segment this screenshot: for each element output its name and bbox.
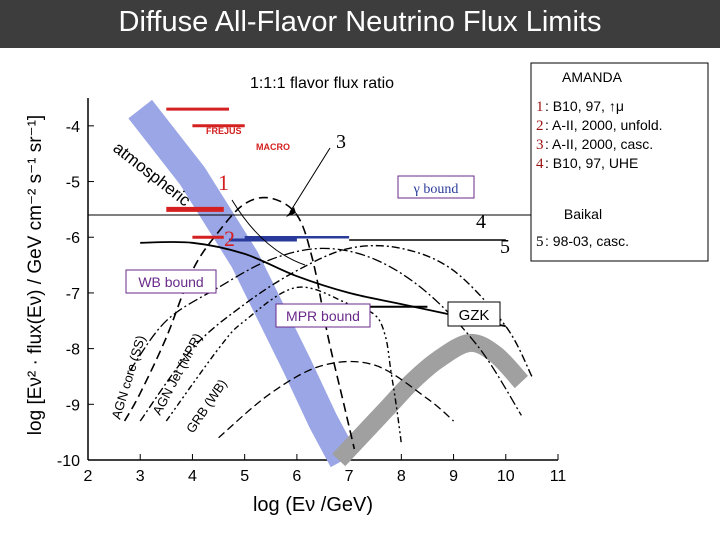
x-tick-label: 5 (240, 468, 249, 485)
gzk-band (332, 333, 529, 467)
y-axis-label: log [Eν² · flux(Eν) / GeV cm⁻² s⁻¹ sr⁻¹] (25, 115, 46, 435)
wb-bound-label: WB bound (138, 274, 203, 290)
macro-label: MACRO (256, 142, 290, 152)
number-4-label: 4 (476, 211, 486, 233)
arrow-3-head (286, 207, 296, 217)
gamma-bound-box (397, 175, 475, 199)
y-tick-label: -7 (66, 286, 80, 303)
y-tick-label: -4 (66, 119, 80, 136)
y-tick-label: -8 (66, 342, 80, 359)
y-tick-label: -10 (57, 453, 80, 470)
grb-lower-curve (218, 360, 455, 439)
x-tick-label: 10 (497, 468, 515, 485)
chart-subtitle: 1:1:1 flavor flux ratio (250, 75, 394, 92)
x-tick-label: 7 (345, 468, 354, 485)
legend-amanda-title: AMANDA (562, 69, 623, 85)
x-tick-label: 9 (449, 468, 458, 485)
y-tick-label: -9 (66, 397, 80, 414)
legend-item-text: : A-II, 2000, casc. (545, 136, 653, 152)
legend-item-text: : A-II, 2000, unfold. (545, 117, 663, 133)
gamma-bound-label: γ bound (413, 182, 459, 197)
atmospheric-band (128, 99, 358, 468)
x-axis-label: log (Eν /GeV) (253, 494, 373, 516)
mpr-bound-box (275, 303, 371, 328)
upper-model-curve (129, 247, 522, 416)
grb-label: GRB (WB) (183, 376, 230, 435)
gzk-box (447, 301, 501, 327)
legend-item-number: 1 (536, 99, 544, 115)
wb-bound-box (125, 269, 217, 294)
gzk-label: GZK (459, 307, 490, 324)
agn-core-curve (123, 196, 356, 450)
arrow-3 (289, 147, 331, 213)
legend-baikal-title: Baikal (564, 206, 602, 222)
x-tick-label: 3 (136, 468, 145, 485)
legend-item-text: : B10, 97, UHE (545, 155, 638, 171)
x-tick-label: 11 (550, 468, 567, 485)
legend-item-number: 2 (536, 118, 544, 134)
legend-item-number: 3 (536, 137, 544, 153)
legend-item-number: 5 (536, 234, 544, 250)
title-bar (0, 0, 720, 48)
mpr-bound-label: MPR bound (286, 308, 360, 324)
page-title: Diffuse All-Flavor Neutrino Flux Limits (118, 6, 602, 38)
y-tick-label: -5 (66, 175, 80, 192)
number-1-label: 1 (218, 170, 229, 195)
arrow-2 (231, 199, 306, 266)
agn-jet-label: AGN Jet (MPR) (149, 331, 205, 418)
number-3-label: 3 (336, 131, 346, 153)
x-tick-label: 8 (397, 468, 406, 485)
legend-item-text: : 98-03, casc. (545, 233, 629, 249)
y-tick-label: -6 (66, 230, 80, 247)
x-tick-label: 6 (292, 468, 301, 485)
number-5-label: 5 (500, 236, 510, 258)
legend-box (530, 62, 709, 262)
number-2-label: 2 (224, 226, 235, 251)
x-tick-label: 4 (188, 468, 197, 485)
frejus-label: FREJUS (206, 126, 242, 136)
legend-item-text: : B10, 97, ↑μ (545, 98, 624, 114)
legend-item-number: 4 (536, 156, 544, 172)
agn-core-label: AGN core (SS) (109, 334, 149, 421)
x-tick-label: 2 (84, 468, 93, 485)
